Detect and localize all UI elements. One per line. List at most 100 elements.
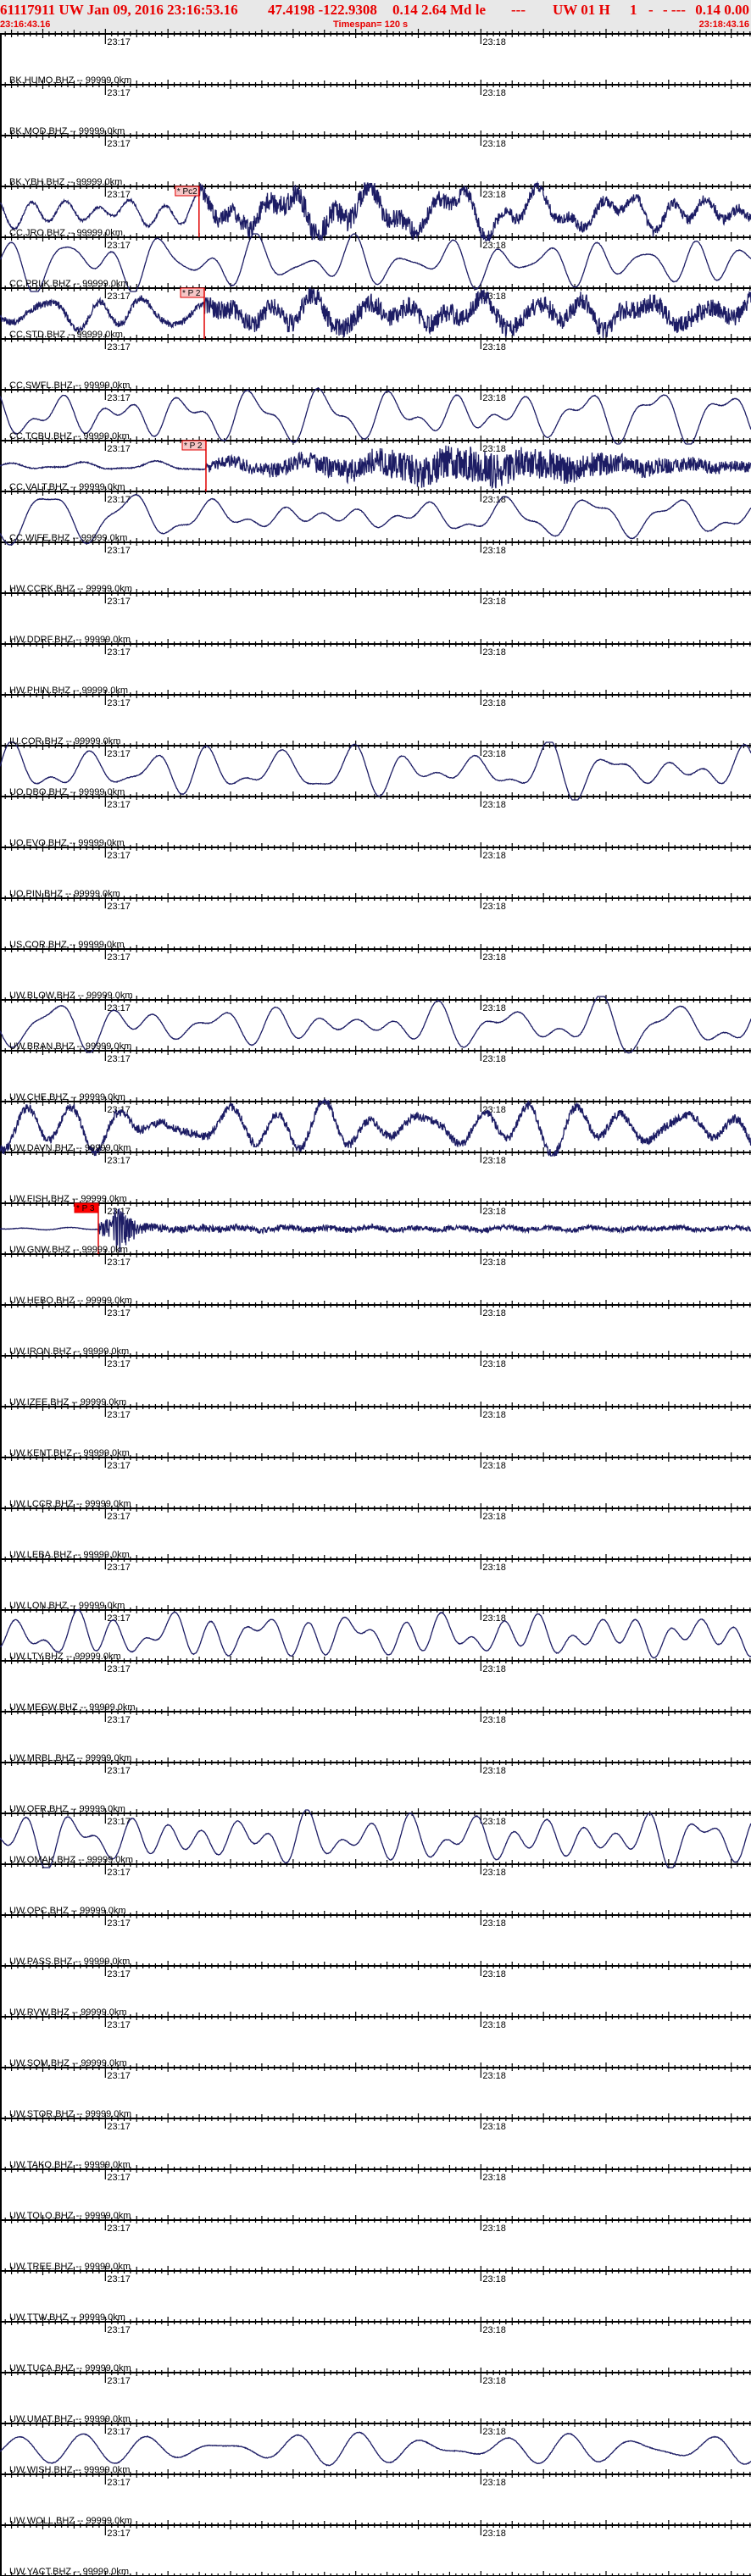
time-axis: 23:17 23:18	[0, 1656, 751, 1674]
time-tick-label: 23:18	[482, 1461, 506, 1471]
time-tick-label: 23:18	[482, 1359, 506, 1369]
event-location: 47.4198 -122.9308	[268, 2, 377, 18]
time-axis: 23:17 23:18	[0, 1452, 751, 1471]
time-tick-label: 23:18	[482, 851, 506, 861]
time-tick-label: 23:18	[482, 1766, 506, 1776]
time-tick-label: 23:17	[107, 1613, 131, 1624]
time-tick-label: 23:18	[482, 1817, 506, 1827]
time-tick-label: 23:18	[482, 1003, 506, 1013]
time-tick-label: 23:18	[482, 749, 506, 759]
time-tick-label: 23:18	[482, 88, 506, 98]
time-tick-label: 23:17	[107, 1563, 131, 1573]
time-axis: 23:17 23:18	[0, 2012, 751, 2030]
time-tick-label: 23:18	[482, 597, 506, 607]
time-tick-label: 23:17	[107, 1461, 131, 1471]
time-axis: 23:17 23:18	[0, 1757, 751, 1776]
time-tick-label: 23:18	[482, 1664, 506, 1674]
time-axis: 23:17 23:18	[0, 639, 751, 658]
time-axis: 23:17 23:18	[0, 1351, 751, 1369]
time-tick-label: 23:18	[482, 800, 506, 810]
time-tick-label: 23:17	[107, 2020, 131, 2030]
end-time: 23:18:43.16	[698, 19, 749, 30]
time-tick-label: 23:17	[107, 1918, 131, 1929]
time-tick-label: 23:17	[107, 342, 131, 353]
time-tick-label: 23:17	[107, 1868, 131, 1878]
event-id-time: 61117911 UW Jan 09, 2016 23:16:53.16	[0, 2, 238, 18]
start-time: 23:16:43.16	[0, 19, 51, 30]
time-tick-label: 23:18	[482, 241, 506, 251]
time-tick-label: 23:17	[107, 190, 131, 200]
time-axis: 23:17 23:18	[0, 537, 751, 556]
time-tick-label: 23:17	[107, 597, 131, 607]
time-tick-label: 23:18	[482, 902, 506, 912]
time-tick-label: 23:17	[107, 1512, 131, 1522]
time-tick-label: 23:18	[482, 37, 506, 47]
time-tick-label: 23:18	[482, 139, 506, 149]
time-axis: 23:17 23:18	[0, 1249, 751, 1268]
time-axis: 23:17 23:18	[0, 1859, 751, 1878]
time-tick-label: 23:17	[107, 800, 131, 810]
time-axis: 23:17 23:18	[0, 1402, 751, 1420]
time-tick-label: 23:18	[482, 1918, 506, 1929]
time-tick-label: 23:18	[482, 342, 506, 353]
time-tick-label: 23:18	[482, 190, 506, 200]
event-source: UW 01 H	[553, 2, 610, 18]
time-tick-label: 23:18	[482, 1969, 506, 1979]
time-tick-label: 23:18	[482, 1207, 506, 1217]
time-axis: 23:17 23:18	[0, 181, 751, 200]
time-tick-label: 23:17	[107, 851, 131, 861]
time-axis: 23:17 23:18	[0, 80, 751, 98]
time-tick-label: 23:18	[482, 647, 506, 658]
time-tick-label: 23:17	[107, 1257, 131, 1268]
time-tick-label: 23:17	[107, 546, 131, 556]
time-tick-label: 23:18	[482, 1715, 506, 1725]
time-axis: 23:17 23:18	[0, 1707, 751, 1725]
time-tick-label: 23:18	[482, 1512, 506, 1522]
time-tick-label: 23:18	[482, 1868, 506, 1878]
time-tick-label: 23:17	[107, 37, 131, 47]
time-tick-label: 23:18	[482, 495, 506, 505]
time-tick-label: 23:17	[107, 647, 131, 658]
time-tick-label: 23:17	[107, 1715, 131, 1725]
time-axis: 23:17 23:18	[0, 1147, 751, 1166]
time-tick-label: 23:17	[107, 495, 131, 505]
time-tick-label: 23:17	[107, 1969, 131, 1979]
time-axis: 23:17 23:18	[0, 893, 751, 912]
time-tick-label: 23:18	[482, 952, 506, 963]
time-tick-label: 23:18	[482, 2020, 506, 2030]
time-axis: 23:17 23:18	[0, 944, 751, 963]
header-dash: ---	[511, 2, 526, 18]
time-axis: 23:17 23:18	[0, 842, 751, 861]
time-tick-label: 23:18	[482, 1257, 506, 1268]
time-tick-label: 23:17	[107, 1817, 131, 1827]
time-axis: 23:17 23:18	[0, 2062, 751, 2081]
time-tick-label: 23:18	[482, 1563, 506, 1573]
time-axis: 23:17 23:18	[0, 385, 751, 403]
time-tick-label: 23:17	[107, 749, 131, 759]
time-tick-label: 23:17	[107, 1766, 131, 1776]
time-tick-label: 23:17	[107, 1410, 131, 1420]
time-tick-label: 23:18	[482, 393, 506, 403]
time-axis: 23:17 23:18	[0, 130, 751, 149]
timespan: Timespan= 120 s	[333, 19, 409, 30]
time-tick-label: 23:18	[482, 1613, 506, 1624]
time-tick-label: 23:18	[482, 546, 506, 556]
time-tick-label: 23:17	[107, 139, 131, 149]
time-axis: 23:17 23:18	[0, 588, 751, 607]
time-axis: 23:17 23:18	[0, 995, 751, 1013]
header-dash: - ---	[663, 2, 686, 18]
time-axis: 23:17 23:18	[0, 334, 751, 353]
time-tick-label: 23:17	[107, 1308, 131, 1319]
header-dash: -	[648, 2, 654, 18]
time-axis: 23:17 23:18	[0, 1961, 751, 1979]
time-tick-label: 23:17	[107, 698, 131, 708]
time-axis: 23:17 23:18	[0, 741, 751, 759]
time-axis: 23:17 23:18	[0, 1910, 751, 1929]
time-axis: 23:17 23:18	[0, 29, 751, 47]
time-tick-label: 23:17	[107, 1156, 131, 1166]
time-tick-label: 23:17	[107, 952, 131, 963]
time-tick-label: 23:17	[107, 902, 131, 912]
time-axis: 23:17 23:18	[0, 690, 751, 708]
